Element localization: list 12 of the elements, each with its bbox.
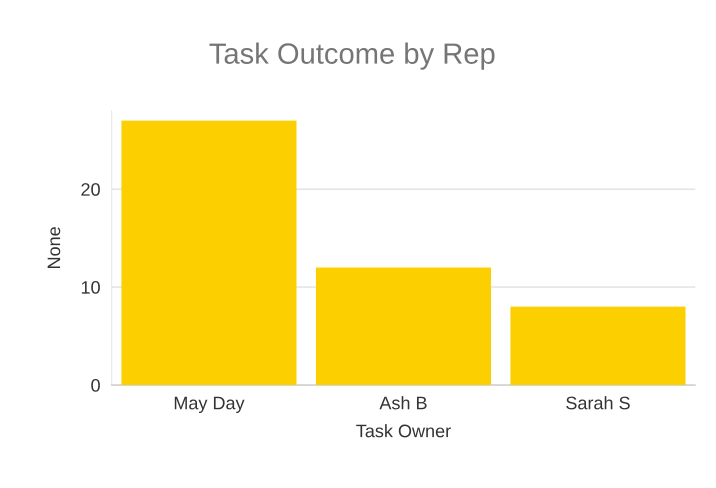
x-tick-label: Ash B bbox=[379, 396, 427, 410]
x-tick-label: Sarah S bbox=[566, 396, 630, 410]
bar bbox=[121, 120, 296, 386]
x-axis-title: Task Owner bbox=[356, 424, 451, 438]
bar bbox=[510, 306, 686, 386]
bar bbox=[316, 267, 491, 386]
y-tick-label: 0 bbox=[91, 378, 100, 392]
y-tick-label: 10 bbox=[82, 281, 100, 294]
x-tick-label: May Day bbox=[174, 396, 245, 413]
chart-title: Task Outcome by Rep bbox=[209, 42, 495, 70]
y-tick-label: 20 bbox=[81, 183, 100, 196]
y-axis-title: None bbox=[48, 227, 60, 268]
